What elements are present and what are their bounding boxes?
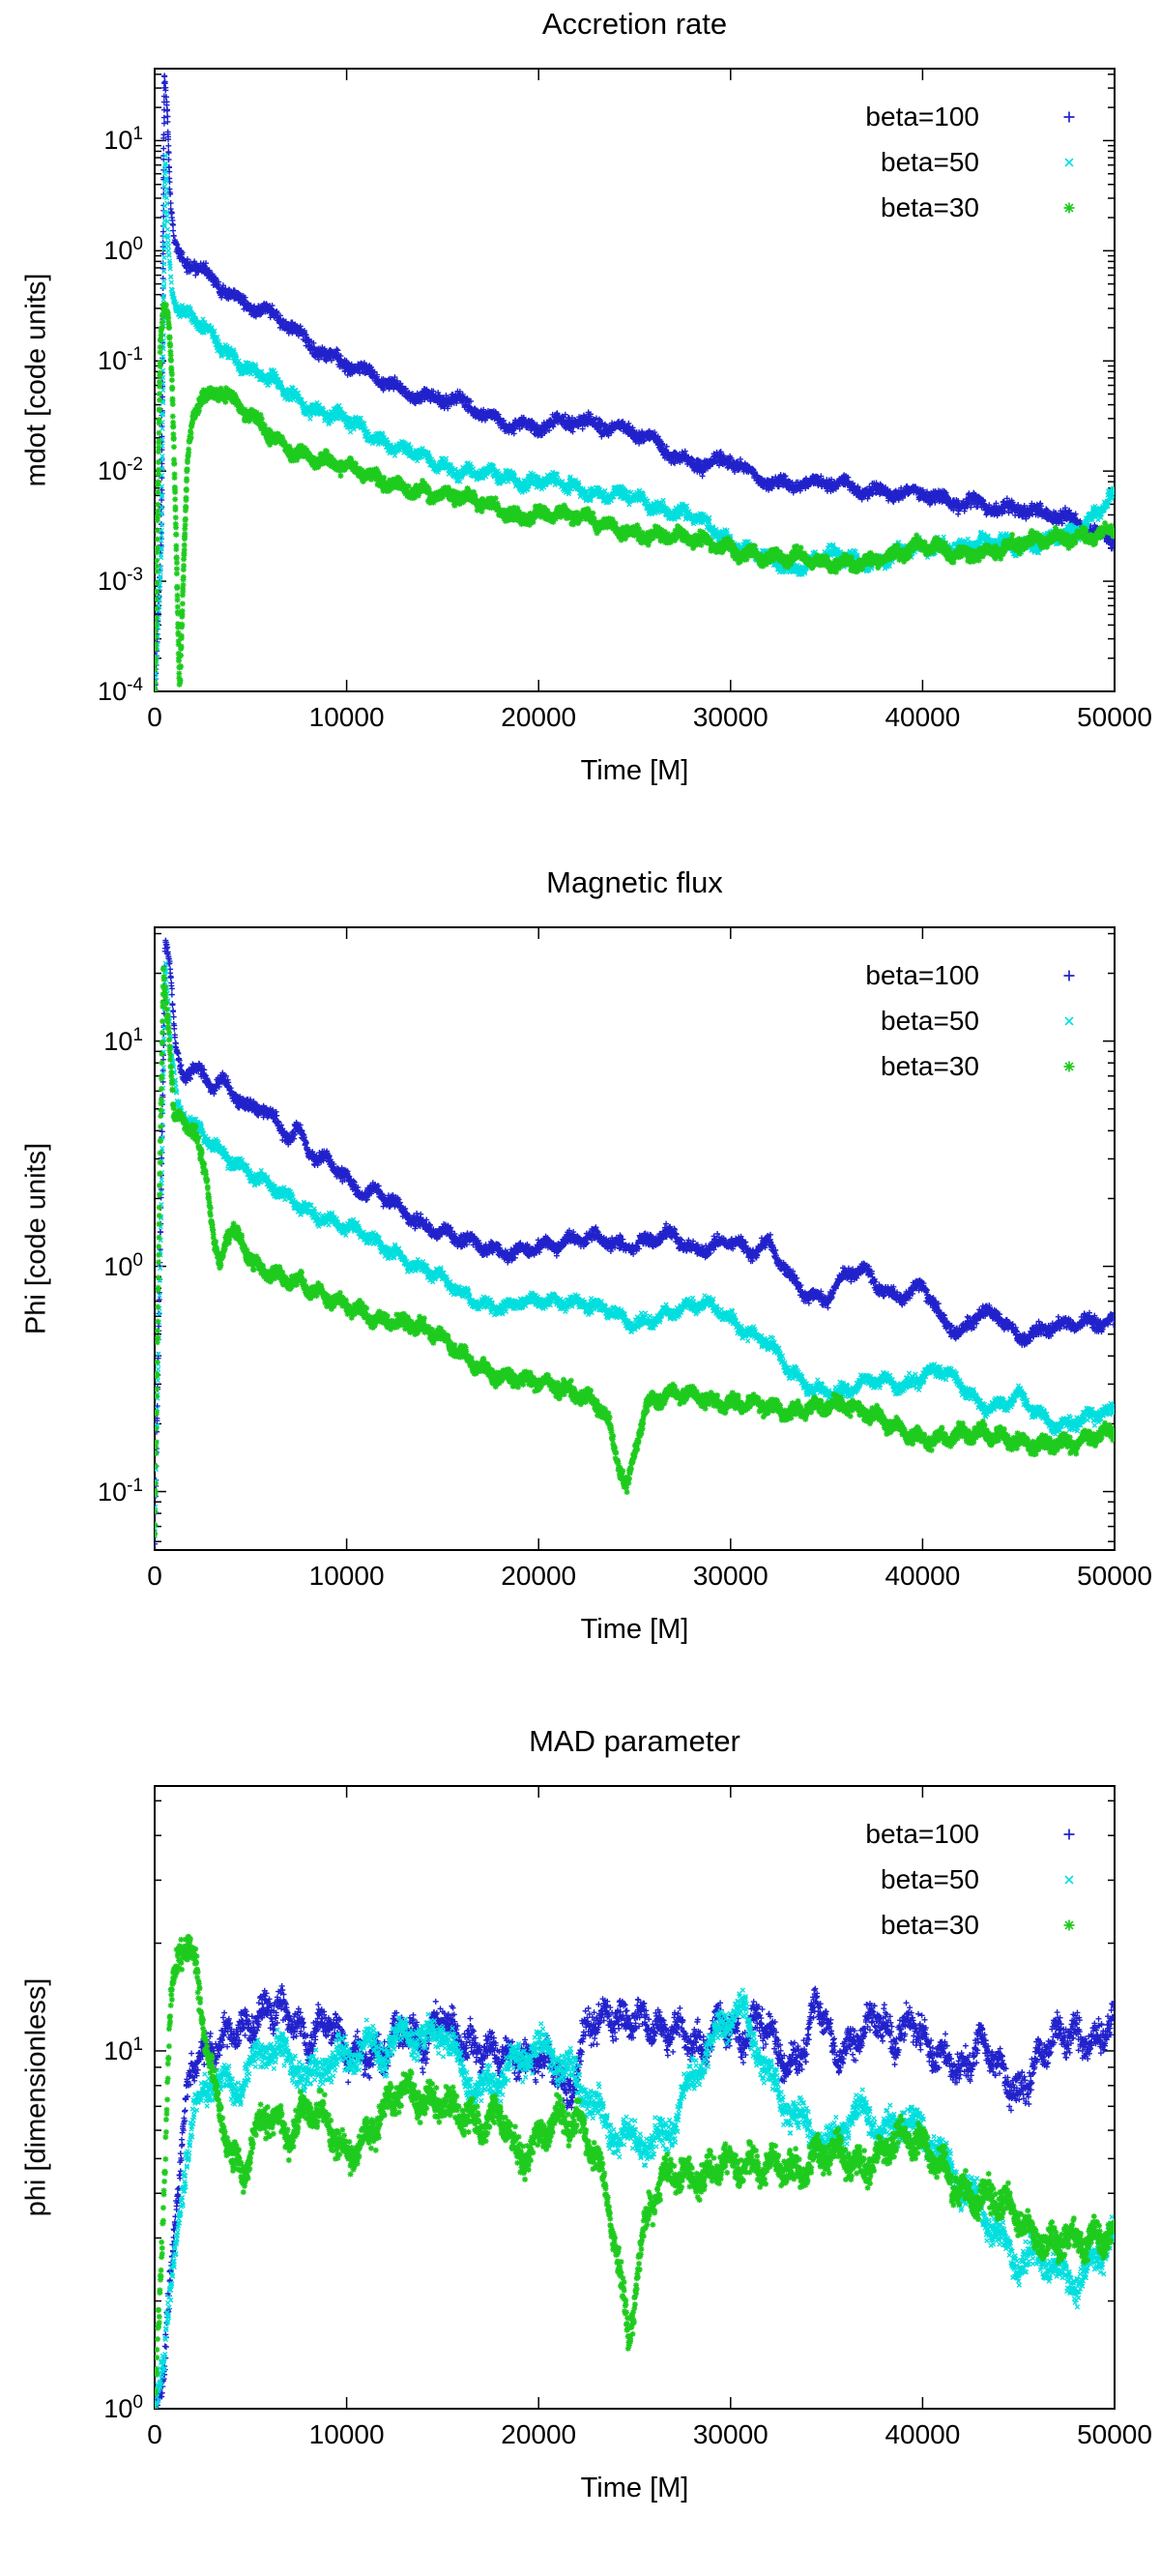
figure-accretion-rate: Accretion rate mdot [code units] Time [M… <box>0 0 1160 859</box>
y-axis-label: Phi [code units] <box>20 1142 52 1335</box>
x-axis-label: Time [M] <box>580 1614 689 1645</box>
x-axis-label: Time [M] <box>580 755 689 786</box>
chart-title: MAD parameter <box>529 1724 740 1758</box>
y-axis-label: phi [dimensionless] <box>20 1977 52 2217</box>
magnetic-flux-plot-canvas <box>0 859 1160 1717</box>
x-axis-label: Time [M] <box>580 2473 689 2503</box>
accretion-rate-plot-canvas <box>0 0 1160 859</box>
mad-parameter-plot-canvas <box>0 1717 1160 2576</box>
figure-magnetic-flux: Magnetic flux Phi [code units] Time [M] … <box>0 859 1160 1717</box>
chart-title: Magnetic flux <box>546 865 723 899</box>
figure-mad-parameter: MAD parameter phi [dimensionless] Time [… <box>0 1717 1160 2576</box>
y-axis-label: mdot [code units] <box>20 273 52 487</box>
chart-title: Accretion rate <box>541 7 728 41</box>
